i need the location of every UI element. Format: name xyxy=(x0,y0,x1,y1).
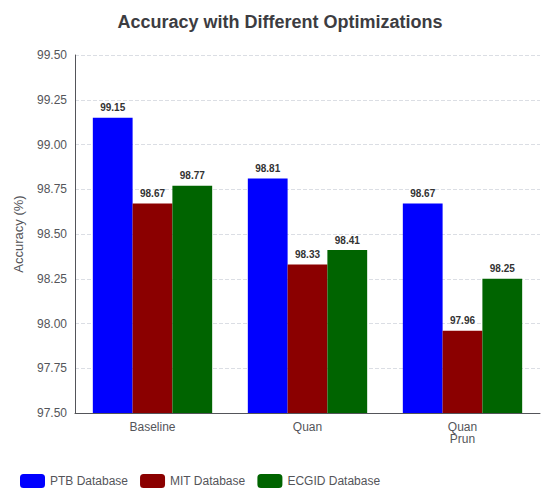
svg-text:98.81: 98.81 xyxy=(255,163,280,174)
svg-text:PTB Database: PTB Database xyxy=(50,474,128,488)
svg-text:98.77: 98.77 xyxy=(180,170,205,181)
svg-text:Quan: Quan xyxy=(447,420,478,434)
svg-text:Prun: Prun xyxy=(450,432,475,446)
svg-text:Baseline: Baseline xyxy=(129,420,175,434)
svg-text:98.41: 98.41 xyxy=(335,235,360,246)
svg-text:97.75: 97.75 xyxy=(37,361,67,375)
svg-text:Quan: Quan xyxy=(293,420,322,434)
svg-text:98.25: 98.25 xyxy=(490,263,515,274)
svg-text:ECGID Database: ECGID Database xyxy=(287,474,380,488)
svg-text:98.50: 98.50 xyxy=(37,227,67,241)
svg-text:98.67: 98.67 xyxy=(140,188,165,199)
svg-text:98.00: 98.00 xyxy=(37,317,67,331)
svg-text:98.33: 98.33 xyxy=(295,249,320,260)
svg-text:97.50: 97.50 xyxy=(37,406,67,420)
svg-text:99.00: 99.00 xyxy=(37,138,67,152)
svg-text:99.50: 99.50 xyxy=(37,48,67,62)
svg-text:Accuracy with Different Optimi: Accuracy with Different Optimizations xyxy=(117,12,442,32)
svg-text:97.96: 97.96 xyxy=(450,315,475,326)
svg-text:99.15: 99.15 xyxy=(100,102,125,113)
svg-text:99.25: 99.25 xyxy=(37,93,67,107)
svg-text:Accuracy (%): Accuracy (%) xyxy=(11,195,26,272)
svg-text:98.75: 98.75 xyxy=(37,182,67,196)
svg-text:98.25: 98.25 xyxy=(37,272,67,286)
svg-text:98.67: 98.67 xyxy=(410,188,435,199)
svg-text:MIT Database: MIT Database xyxy=(170,474,245,488)
